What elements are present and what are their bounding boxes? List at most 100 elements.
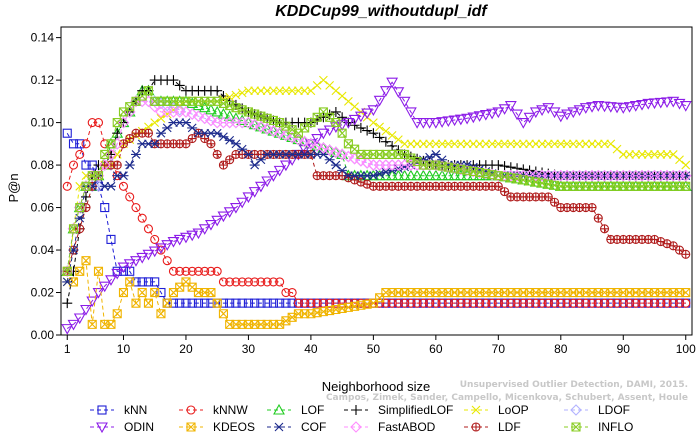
- data-point-fastabod: [111, 138, 124, 150]
- data-point-odin: [261, 176, 274, 188]
- data-point-ldf: [225, 155, 235, 165]
- data-point-cof: [180, 118, 191, 127]
- data-point-odin: [123, 259, 136, 270]
- axes: 1 10 20 30 40 50 60 70 80 90 100 0.00 0.02 0.04 0.06 0.…: [31, 26, 696, 356]
- data-point-knnw: [87, 118, 97, 128]
- data-point-fastabod: [80, 180, 92, 193]
- data-point-odin: [679, 101, 692, 112]
- data-point-knnw: [606, 298, 616, 308]
- data-point-knn: [62, 128, 72, 138]
- data-point-odin: [623, 102, 636, 113]
- y-tick-label: 0.14: [31, 31, 55, 45]
- data-point-ldf: [543, 192, 553, 202]
- data-point-simplifiedlof: [518, 164, 529, 175]
- data-point-knnw: [75, 149, 85, 159]
- data-point-simplifiedlof: [374, 132, 385, 143]
- data-point-loop: [462, 139, 472, 149]
- data-point-loop: [600, 139, 609, 149]
- data-point-knnw: [231, 277, 241, 287]
- data-point-inflo: [93, 171, 104, 181]
- data-point-loop: [312, 81, 322, 90]
- data-point-ldf: [674, 245, 685, 255]
- data-point-loop: [550, 139, 559, 149]
- data-point-knn: [75, 139, 85, 149]
- data-point-cof: [187, 123, 198, 133]
- data-point-loop: [381, 126, 391, 136]
- data-point-loop: [375, 122, 385, 132]
- data-point-odin: [105, 275, 117, 286]
- data-point-loop: [400, 139, 410, 149]
- data-point-odin: [579, 103, 592, 114]
- legend-item-knnw: kNNW: [179, 403, 248, 417]
- data-point-loop: [556, 139, 566, 149]
- data-point-fastabod: [679, 169, 692, 182]
- data-point-fastabod: [186, 108, 198, 120]
- plot-frame: [60, 26, 693, 336]
- data-point-kdeos: [112, 309, 122, 319]
- data-point-knnw: [187, 266, 197, 276]
- data-point-fastabod: [198, 112, 211, 125]
- y-tick-label: 0.06: [31, 201, 55, 215]
- data-point-lof: [205, 103, 217, 115]
- data-point-odin: [242, 192, 255, 204]
- data-point-odin: [429, 118, 442, 129]
- data-point-knnw: [431, 298, 441, 308]
- data-point-cof: [124, 160, 135, 170]
- data-point-loop: [662, 150, 672, 159]
- data-point-inflo: [62, 266, 72, 276]
- data-point-loop: [468, 139, 478, 149]
- data-point-knnw: [225, 277, 235, 287]
- data-point-knnw: [443, 298, 453, 308]
- data-point-knnw: [662, 298, 672, 308]
- data-point-loop: [575, 139, 584, 149]
- data-point-loop: [287, 86, 297, 96]
- legend-label-lof: LOF: [301, 403, 324, 417]
- data-point-cof: [330, 160, 341, 170]
- data-point-odin: [80, 304, 92, 316]
- data-point-odin: [205, 219, 217, 231]
- data-point-knn: [193, 298, 203, 308]
- data-point-kdeos: [187, 282, 197, 292]
- data-point-fastabod: [73, 201, 86, 214]
- data-point-loop: [294, 86, 303, 96]
- legend-label-odin: ODIN: [124, 420, 154, 434]
- data-point-fastabod: [355, 155, 367, 167]
- data-point-cof: [105, 181, 116, 191]
- data-point-knn: [106, 234, 116, 244]
- data-point-cof: [430, 150, 441, 159]
- data-point-fastabod: [98, 159, 111, 171]
- data-point-odin: [254, 181, 267, 193]
- data-point-knnw: [624, 298, 635, 308]
- data-point-knnw: [250, 277, 260, 287]
- data-point-odin: [248, 187, 261, 198]
- data-point-loop: [262, 86, 272, 96]
- data-point-loop: [431, 139, 441, 149]
- legend-marker-kdeos: [186, 422, 196, 432]
- data-point-kdeos: [93, 266, 104, 276]
- data-point-odin: [173, 234, 186, 246]
- data-point-odin: [561, 109, 573, 121]
- data-point-loop: [393, 135, 403, 144]
- data-point-knn: [100, 203, 110, 213]
- y-tick-label: 0.04: [31, 243, 55, 257]
- data-point-knnw: [287, 287, 297, 298]
- data-point-cof: [324, 155, 335, 165]
- data-point-ldf: [181, 139, 191, 149]
- data-point-loop: [481, 139, 491, 149]
- data-point-knnw: [62, 181, 72, 191]
- data-point-knnw: [425, 298, 435, 308]
- data-point-knnw: [462, 298, 472, 308]
- data-point-odin: [636, 99, 648, 111]
- data-point-knn: [243, 298, 253, 308]
- data-point-simplifiedlof: [168, 75, 179, 86]
- data-point-loop: [650, 150, 659, 159]
- data-point-odin: [654, 97, 667, 109]
- data-point-inflo: [350, 144, 360, 154]
- data-point-fastabod: [361, 157, 373, 169]
- data-point-kdeos: [375, 293, 385, 303]
- data-point-knnw: [387, 298, 397, 308]
- data-point-ldf: [143, 128, 154, 138]
- data-point-ldf: [112, 160, 122, 170]
- data-point-loop: [256, 86, 266, 96]
